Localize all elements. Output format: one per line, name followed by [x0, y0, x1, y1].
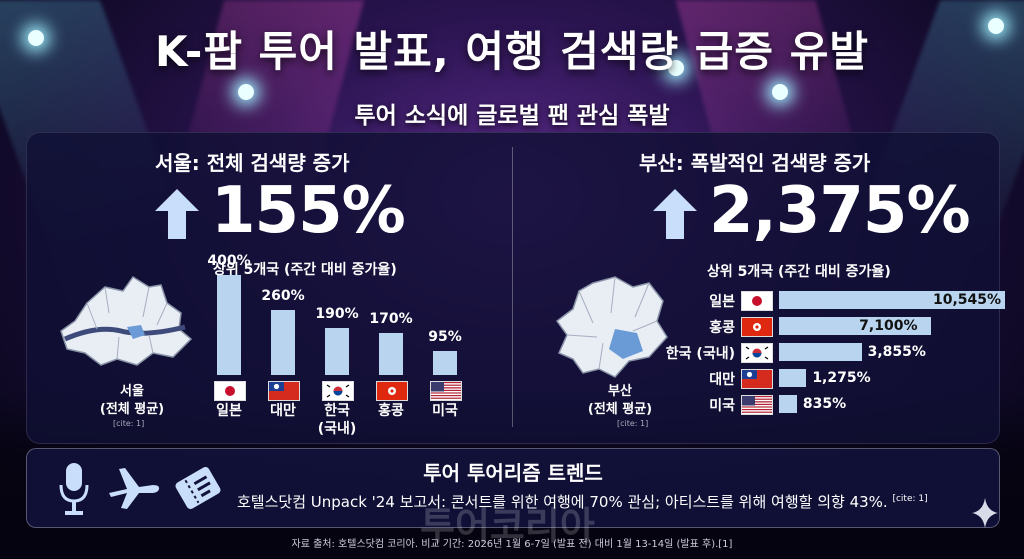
bar-category-label: 일본	[216, 403, 242, 419]
map-label-note: (전체 평균)	[99, 401, 165, 417]
flag-tw-icon	[268, 381, 300, 401]
seoul-map-icon	[60, 275, 193, 366]
seoul-map-label: 서울 (전체 평균)	[87, 383, 177, 418]
seoul-chart-title: 상위 5개국 (주간 대비 증가율)	[213, 262, 397, 278]
flag-jp-icon	[741, 291, 773, 311]
trend-panel: 투어 투어리즘 트렌드 호텔스닷컴 Unpack '24 보고서: 콘서트를 위…	[26, 448, 1000, 528]
bar-value-label: 1,275%	[812, 370, 871, 386]
bar	[779, 317, 932, 335]
up-arrow-icon	[653, 189, 697, 239]
source-note: 자료 출처: 호텔스닷컴 코리아. 비교 기간: 2026년 1월 6-7일 (…	[291, 539, 733, 550]
busan-increase: 2,375%	[709, 174, 971, 248]
map-label-city: 부산	[608, 384, 632, 399]
seoul-cite: [cite: 1]	[113, 419, 145, 428]
bar-value-label: 10,545%	[933, 292, 1002, 308]
bar-category-label: 한국 (국내)	[665, 346, 735, 362]
microphone-icon	[59, 463, 89, 515]
spotlight-icon	[772, 84, 788, 100]
flag-jp-icon	[214, 381, 246, 401]
flag-kr-icon	[322, 381, 354, 401]
flag-us-icon	[430, 381, 462, 401]
seoul-increase: 155%	[211, 174, 406, 248]
page-title: K-팝 투어 발표, 여행 검색량 급증 유발	[155, 27, 869, 76]
bar-value-label: 3,855%	[867, 344, 926, 360]
bar-category-label: 홍콩	[709, 320, 735, 336]
bar	[779, 343, 862, 361]
flag-hk-icon	[376, 381, 408, 401]
bar-value-label: 190%	[315, 305, 359, 322]
bar	[779, 395, 797, 413]
seoul-heading: 서울: 전체 검색량 증가	[155, 151, 350, 175]
stats-panel: 서울: 전체 검색량 증가 155% 상위 5개국 (주간 대비 증가율) 서울…	[26, 132, 1005, 444]
airplane-icon	[109, 468, 160, 509]
flag-kr-icon	[741, 343, 773, 363]
bar	[779, 291, 1005, 309]
bar-category-label: 한국 (국내)	[317, 403, 357, 437]
up-arrow-icon	[155, 189, 199, 239]
sparkle-icon	[972, 498, 998, 528]
trend-cite: [cite: 1]	[892, 494, 928, 504]
bar-value-label: 7,100%	[859, 318, 918, 334]
bar	[779, 369, 807, 387]
flag-tw-icon	[741, 369, 773, 389]
spotlight-icon	[668, 60, 684, 76]
bar	[217, 275, 241, 375]
page-subtitle: 투어 소식에 글로벌 팬 관심 폭발	[354, 103, 670, 129]
bar-value-label: 95%	[428, 329, 462, 346]
bar	[433, 351, 457, 375]
busan-map-label: 부산 (전체 평균)	[575, 383, 665, 418]
bar-category-label: 미국	[432, 403, 458, 419]
bar-value-label: 400%	[207, 253, 251, 269]
bar-category-label: 홍콩	[378, 403, 404, 419]
bar-value-label: 170%	[369, 310, 413, 327]
spotlight-icon	[238, 84, 254, 100]
busan-cite: [cite: 1]	[617, 419, 649, 428]
bar-value-label: 260%	[261, 288, 305, 304]
bar-category-label: 대만	[709, 372, 735, 388]
flag-us-icon	[741, 395, 773, 415]
trend-text: 호텔스닷컴 Unpack '24 보고서: 콘서트를 위한 여행에 70% 관심…	[237, 491, 928, 512]
busan-chart-title: 상위 5개국 (주간 대비 증가율)	[707, 264, 891, 280]
panel-divider	[512, 147, 513, 427]
busan-section: 부산: 폭발적인 검색량 증가 2,375% 상위 5개국 (주간 대비 증가율…	[513, 133, 1005, 443]
map-label-note: (전체 평균)	[587, 401, 653, 417]
trend-text-body: 호텔스닷컴 Unpack '24 보고서: 콘서트를 위한 여행에 70% 관심…	[237, 493, 888, 511]
bar-value-label: 835%	[802, 396, 847, 412]
busan-map-icon	[555, 276, 668, 378]
trend-title: 투어 투어리즘 트렌드	[423, 461, 603, 485]
busan-heading: 부산: 폭발적인 검색량 증가	[639, 151, 871, 175]
map-label-city: 서울	[120, 384, 144, 399]
bar	[271, 310, 295, 375]
bar	[379, 332, 403, 375]
spotlight-icon	[28, 30, 44, 46]
spotlight-icon	[988, 18, 1004, 34]
bar	[325, 327, 349, 375]
seoul-section: 서울: 전체 검색량 증가 155% 상위 5개국 (주간 대비 증가율) 서울…	[27, 133, 512, 443]
bar-category-label: 대만	[270, 403, 296, 419]
flag-hk-icon	[741, 317, 773, 337]
ticket-icon	[175, 466, 221, 510]
bar-category-label: 일본	[709, 294, 735, 310]
watermark: 투어코리아	[420, 504, 595, 548]
bar-category-label: 미국	[709, 398, 735, 414]
